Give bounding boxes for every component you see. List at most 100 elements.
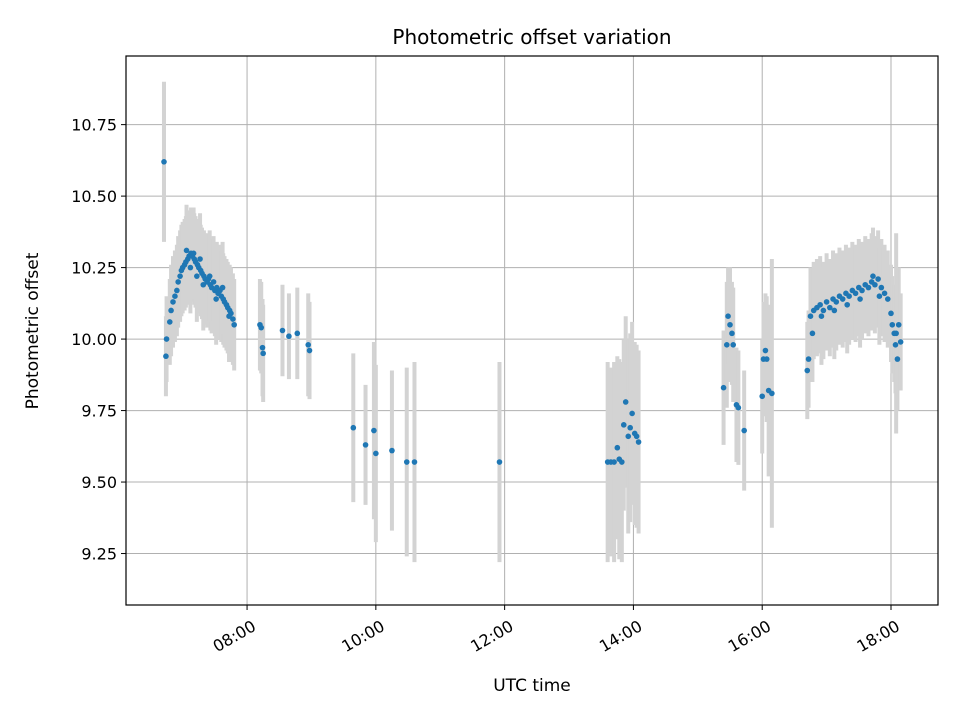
data-point bbox=[865, 284, 872, 291]
data-point bbox=[197, 256, 203, 262]
data-point bbox=[827, 304, 833, 311]
data-point bbox=[727, 321, 733, 328]
x-axis-label: UTC time bbox=[493, 676, 571, 696]
data-point bbox=[200, 281, 207, 288]
plot-frame bbox=[125, 55, 939, 606]
data-point bbox=[805, 356, 812, 362]
data-point bbox=[629, 410, 635, 417]
data-point bbox=[723, 341, 730, 348]
data-point bbox=[807, 313, 814, 320]
data-point bbox=[622, 399, 629, 405]
data-point bbox=[174, 287, 180, 294]
data-point bbox=[831, 307, 838, 314]
data-point bbox=[373, 450, 379, 457]
chart-title: Photometric offset variation bbox=[392, 25, 671, 49]
data-point bbox=[889, 321, 896, 328]
data-point bbox=[725, 313, 731, 320]
data-point bbox=[172, 293, 178, 299]
data-point bbox=[305, 341, 312, 348]
data-point bbox=[894, 356, 901, 362]
data-point bbox=[294, 330, 301, 337]
data-point bbox=[611, 459, 617, 465]
data-point bbox=[213, 296, 219, 302]
data-point bbox=[897, 339, 904, 345]
data-point bbox=[183, 247, 190, 254]
data-point bbox=[371, 427, 377, 434]
data-point bbox=[389, 447, 395, 454]
data-point bbox=[620, 422, 627, 428]
data-point bbox=[759, 393, 766, 400]
data-point bbox=[872, 281, 878, 288]
data-point bbox=[161, 158, 167, 165]
data-point bbox=[878, 284, 885, 291]
data-point bbox=[859, 287, 865, 294]
data-point bbox=[763, 356, 770, 362]
data-point bbox=[769, 390, 775, 397]
data-point bbox=[166, 319, 173, 325]
data-point bbox=[411, 459, 418, 465]
y-tick-label: 9.25 bbox=[81, 545, 117, 564]
data-point bbox=[619, 459, 625, 465]
data-point bbox=[762, 347, 769, 354]
data-point bbox=[844, 301, 851, 308]
data-point bbox=[888, 310, 894, 317]
data-point bbox=[163, 353, 169, 360]
data-point bbox=[279, 327, 286, 334]
data-point bbox=[839, 296, 846, 302]
y-tick-label: 9.75 bbox=[81, 402, 117, 421]
data-point bbox=[286, 333, 292, 340]
data-point bbox=[818, 313, 825, 320]
y-tick-label: 9.50 bbox=[81, 473, 117, 492]
data-point bbox=[893, 330, 899, 337]
data-point bbox=[170, 299, 176, 305]
data-point bbox=[614, 444, 621, 451]
data-point bbox=[168, 307, 174, 314]
data-point bbox=[177, 273, 183, 279]
data-point bbox=[187, 264, 194, 271]
y-axis-label: Photometric offset bbox=[23, 252, 43, 409]
data-point bbox=[625, 433, 632, 440]
data-point bbox=[306, 347, 313, 354]
data-point bbox=[194, 273, 200, 279]
data-point bbox=[730, 341, 737, 348]
data-points bbox=[161, 158, 904, 465]
data-point bbox=[206, 273, 213, 279]
data-point bbox=[259, 344, 266, 351]
data-point bbox=[876, 293, 883, 299]
data-point bbox=[892, 341, 899, 348]
data-point bbox=[258, 324, 265, 331]
data-point bbox=[362, 442, 369, 448]
data-point bbox=[219, 284, 226, 291]
data-point bbox=[350, 424, 357, 431]
data-point bbox=[231, 321, 237, 328]
data-point bbox=[496, 459, 503, 465]
y-tick-label: 10.75 bbox=[71, 116, 117, 135]
data-point bbox=[875, 276, 881, 282]
data-point bbox=[846, 293, 852, 299]
y-axis-ticks: 9.25 9.50 9.75 10.00 10.25 10.50 10.75 bbox=[71, 116, 126, 564]
y-tick-label: 10.00 bbox=[71, 330, 117, 349]
data-point bbox=[884, 296, 891, 302]
data-point bbox=[852, 290, 859, 297]
data-point bbox=[635, 439, 642, 445]
data-point bbox=[163, 336, 170, 342]
data-point bbox=[741, 427, 747, 434]
data-point bbox=[627, 424, 633, 431]
data-point bbox=[260, 350, 266, 357]
data-point bbox=[881, 290, 888, 297]
data-point bbox=[230, 316, 236, 322]
data-point bbox=[175, 279, 181, 285]
data-point bbox=[226, 313, 232, 320]
data-point bbox=[804, 367, 811, 374]
data-point bbox=[895, 321, 902, 328]
data-point bbox=[729, 330, 735, 337]
data-point bbox=[820, 307, 827, 314]
data-point bbox=[809, 330, 816, 337]
data-point bbox=[403, 459, 410, 465]
y-tick-label: 10.25 bbox=[71, 259, 117, 278]
data-point bbox=[720, 384, 727, 391]
data-point bbox=[633, 433, 640, 440]
data-point bbox=[210, 279, 217, 285]
